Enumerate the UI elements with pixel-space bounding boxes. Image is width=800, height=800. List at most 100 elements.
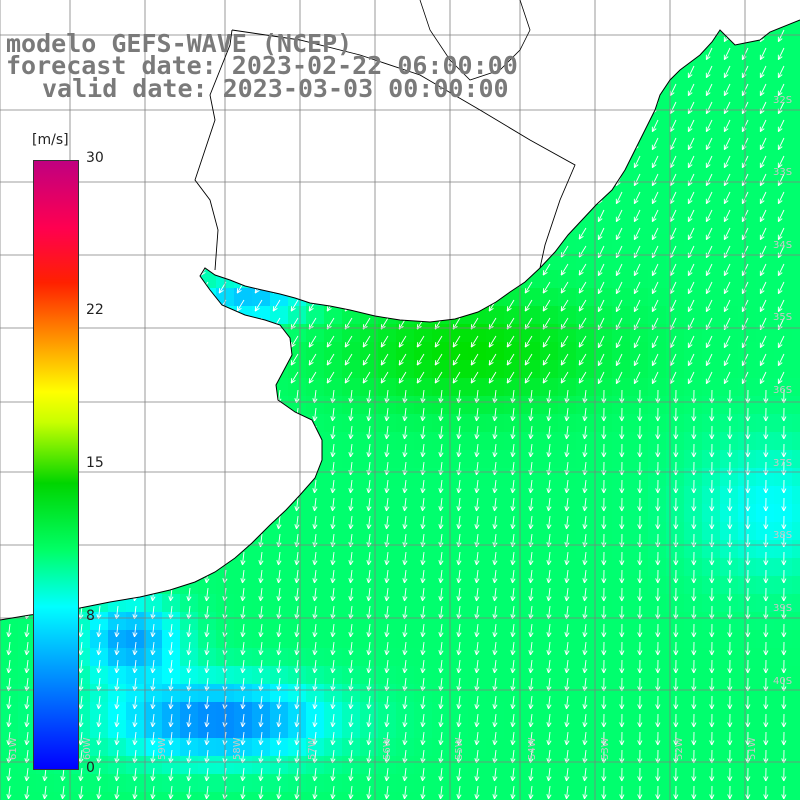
wind-cell	[738, 720, 757, 739]
wind-cell	[558, 270, 577, 289]
wind-cell	[648, 126, 667, 145]
wind-cell	[558, 396, 577, 415]
wind-arrow	[687, 155, 695, 169]
wind-cell	[396, 486, 415, 505]
wind-cell	[720, 612, 739, 631]
wind-cell	[612, 324, 631, 343]
wind-cell	[180, 720, 199, 739]
wind-cell	[792, 414, 800, 433]
wind-cell	[522, 720, 541, 739]
wind-cell	[594, 666, 613, 685]
wind-cell	[684, 504, 703, 523]
wind-cell	[648, 360, 667, 379]
wind-arrow	[723, 65, 731, 79]
wind-cell	[666, 216, 685, 235]
wind-cell	[630, 486, 649, 505]
wind-cell	[756, 54, 775, 73]
wind-cell	[324, 342, 343, 361]
wind-cell	[522, 648, 541, 667]
wind-cell	[540, 666, 559, 685]
wind-cell	[414, 324, 433, 343]
wind-cell	[432, 432, 451, 451]
wind-cell	[396, 792, 415, 800]
wind-cell	[648, 540, 667, 559]
wind-cell	[396, 666, 415, 685]
wind-cell	[666, 576, 685, 595]
wind-cell	[702, 270, 721, 289]
wind-cell	[306, 774, 325, 793]
lon-label: 51W	[747, 737, 758, 760]
wind-cell	[630, 216, 649, 235]
wind-cell	[648, 522, 667, 541]
wind-cell	[414, 504, 433, 523]
wind-cell	[666, 720, 685, 739]
wind-arrow	[777, 29, 785, 43]
wind-arrow	[777, 155, 785, 169]
wind-cell	[720, 72, 739, 91]
wind-cell	[288, 558, 307, 577]
wind-cell	[720, 108, 739, 127]
wind-cell	[648, 720, 667, 739]
wind-cell	[108, 648, 127, 667]
wind-cell	[738, 648, 757, 667]
wind-cell	[540, 792, 559, 800]
wind-cell	[342, 648, 361, 667]
lat-label: 39S	[773, 603, 792, 614]
wind-cell	[720, 486, 739, 505]
wind-cell	[360, 324, 379, 343]
wind-cell	[702, 432, 721, 451]
wind-cell	[576, 630, 595, 649]
wind-cell	[774, 540, 793, 559]
wind-cell	[756, 576, 775, 595]
wind-cell	[522, 306, 541, 325]
wind-cell	[288, 666, 307, 685]
wind-cell	[576, 558, 595, 577]
wind-cell	[612, 594, 631, 613]
wind-cell	[702, 54, 721, 73]
wind-cell	[450, 432, 469, 451]
wind-cell	[774, 144, 793, 163]
wind-cell	[522, 756, 541, 775]
wind-cell	[666, 270, 685, 289]
wind-cell	[126, 720, 145, 739]
wind-cell	[648, 198, 667, 217]
wind-cell	[288, 648, 307, 667]
wind-cell	[630, 306, 649, 325]
wind-cell	[594, 684, 613, 703]
wind-cell	[342, 738, 361, 757]
wind-cell	[0, 702, 19, 721]
wind-cell	[450, 630, 469, 649]
wind-cell	[702, 774, 721, 793]
wind-cell	[342, 666, 361, 685]
wind-cell	[594, 306, 613, 325]
wind-cell	[144, 666, 163, 685]
wind-cell	[18, 756, 37, 775]
wind-cell	[720, 180, 739, 199]
wind-cell	[468, 738, 487, 757]
wind-cell	[522, 576, 541, 595]
wind-cell	[666, 684, 685, 703]
wind-cell	[774, 288, 793, 307]
wind-cell	[756, 432, 775, 451]
wind-cell	[684, 360, 703, 379]
wind-cell	[630, 522, 649, 541]
wind-cell	[684, 234, 703, 253]
wind-cell	[576, 342, 595, 361]
wind-cell	[666, 126, 685, 145]
wind-cell	[468, 792, 487, 800]
wind-cell	[360, 576, 379, 595]
wind-cell	[558, 756, 577, 775]
wind-cell	[486, 504, 505, 523]
wind-cell	[702, 396, 721, 415]
wind-cell	[684, 342, 703, 361]
wind-cell	[360, 594, 379, 613]
wind-cell	[126, 756, 145, 775]
wind-cell	[774, 720, 793, 739]
wind-cell	[576, 288, 595, 307]
wind-cell	[738, 504, 757, 523]
wind-cell	[306, 756, 325, 775]
wind-cell	[108, 666, 127, 685]
wind-cell	[270, 684, 289, 703]
wind-cell	[270, 558, 289, 577]
wind-cell	[144, 630, 163, 649]
